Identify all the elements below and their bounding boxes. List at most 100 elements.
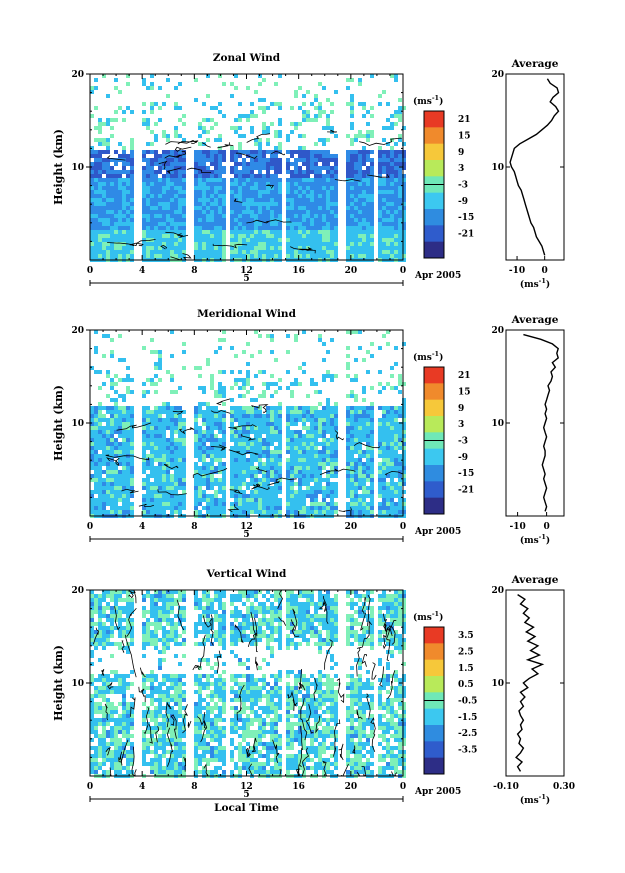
heatmap-cell xyxy=(346,454,350,458)
heatmap-cell xyxy=(314,226,318,230)
heatmap-cell xyxy=(298,478,302,482)
colorbar-segment xyxy=(424,160,444,177)
heatmap-cell xyxy=(218,162,222,166)
heatmap-cell xyxy=(122,254,126,258)
heatmap-cell xyxy=(198,222,202,226)
heatmap-cell xyxy=(102,758,106,762)
heatmap-cell xyxy=(402,246,406,250)
heatmap-cell xyxy=(398,170,402,174)
heatmap-cell xyxy=(94,610,98,614)
heatmap-cell xyxy=(302,438,306,442)
average-x-unit: (ms-1) xyxy=(520,533,550,546)
heatmap-cell xyxy=(298,442,302,446)
heatmap-cell xyxy=(142,250,146,254)
heatmap-cell xyxy=(122,442,126,446)
heatmap-cell xyxy=(106,462,110,466)
heatmap-cell xyxy=(330,250,334,254)
heatmap-cell xyxy=(230,370,234,374)
heatmap-cell xyxy=(206,210,210,214)
heatmap-cell xyxy=(178,450,182,454)
heatmap-cell xyxy=(130,726,134,730)
heatmap-cell xyxy=(378,190,382,194)
heatmap-cell xyxy=(274,510,278,514)
contour-line xyxy=(235,152,258,159)
heatmap-cell xyxy=(274,242,278,246)
contour-line xyxy=(227,504,240,513)
heatmap-cell xyxy=(130,410,134,414)
heatmap-cell xyxy=(142,78,146,82)
heatmap-cell xyxy=(258,422,262,426)
heatmap-cell xyxy=(174,206,178,210)
heatmap-cell xyxy=(142,418,146,422)
heatmap-cell xyxy=(334,238,338,242)
heatmap-cell xyxy=(298,190,302,194)
heatmap-cell xyxy=(90,610,94,614)
heatmap-cell xyxy=(222,222,226,226)
heatmap-cell xyxy=(234,74,238,78)
heatmap-cell xyxy=(294,494,298,498)
heatmap-cell xyxy=(250,102,254,106)
heatmap-cell xyxy=(258,154,262,158)
heatmap-cell xyxy=(362,170,366,174)
heatmap-cell xyxy=(358,162,362,166)
heatmap-cell xyxy=(390,138,394,142)
heatmap-cell xyxy=(150,410,154,414)
heatmap-cell xyxy=(150,158,154,162)
heatmap-cell xyxy=(274,474,278,478)
heatmap-cell xyxy=(322,502,326,506)
heatmap-cell xyxy=(210,238,214,242)
heatmap-cell xyxy=(294,182,298,186)
heatmap-cell xyxy=(210,174,214,178)
heatmap-cell xyxy=(290,130,294,134)
heatmap-cell xyxy=(170,442,174,446)
heatmap-cell xyxy=(90,506,94,510)
heatmap-cell xyxy=(102,590,106,594)
heatmap-cell xyxy=(274,154,278,158)
heatmap-cell xyxy=(210,242,214,246)
heatmap-cell xyxy=(110,134,114,138)
heatmap-cell xyxy=(154,226,158,230)
heatmap-cell xyxy=(126,226,130,230)
heatmap-cell xyxy=(390,506,394,510)
heatmap-cell xyxy=(98,630,102,634)
heatmap-cell xyxy=(258,194,262,198)
heatmap-cell xyxy=(266,106,270,110)
heatmap-cell xyxy=(286,462,290,466)
heatmap-cell xyxy=(290,410,294,414)
heatmap-cell xyxy=(114,754,118,758)
heatmap-cell xyxy=(262,502,266,506)
x-tick-label: 0 xyxy=(400,266,406,276)
heatmap-cell xyxy=(318,150,322,154)
heatmap-cell xyxy=(94,506,98,510)
heatmap-cell xyxy=(242,502,246,506)
contour-line xyxy=(246,219,292,224)
heatmap-cell xyxy=(366,502,370,506)
heatmap-cell xyxy=(126,490,130,494)
heatmap-cell xyxy=(158,422,162,426)
heatmap-cell xyxy=(302,414,306,418)
heatmap-cell xyxy=(294,234,298,238)
heatmap-cell xyxy=(270,158,274,162)
heatmap-cell xyxy=(322,162,326,166)
heatmap-cell xyxy=(206,74,210,78)
heatmap-cell xyxy=(278,234,282,238)
heatmap-cell xyxy=(370,386,374,390)
heatmap-cell xyxy=(174,238,178,242)
heatmap-cell xyxy=(294,170,298,174)
heatmap-cell xyxy=(114,438,118,442)
heatmap-cell xyxy=(174,230,178,234)
heatmap-cell xyxy=(246,430,250,434)
heatmap-cell xyxy=(166,506,170,510)
heatmap-cell xyxy=(166,494,170,498)
heatmap-cell xyxy=(318,234,322,238)
heatmap-cell xyxy=(318,390,322,394)
heatmap-cell xyxy=(194,470,198,474)
heatmap-cell xyxy=(306,182,310,186)
heatmap-cell xyxy=(306,486,310,490)
heatmap-cell xyxy=(314,194,318,198)
heatmap-cell xyxy=(206,198,210,202)
heatmap-cell xyxy=(98,386,102,390)
heatmap-cell xyxy=(358,198,362,202)
heatmap-cell xyxy=(98,178,102,182)
contour-line xyxy=(251,483,261,490)
